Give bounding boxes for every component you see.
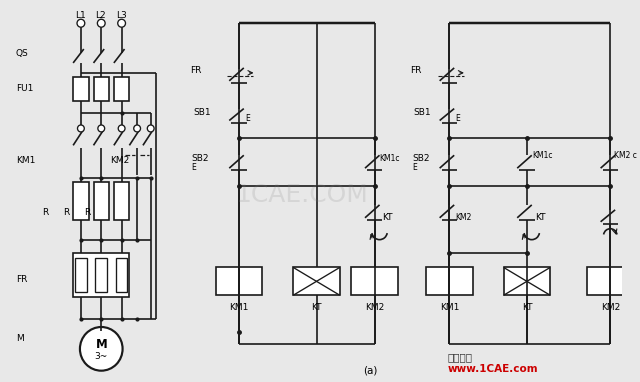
Bar xyxy=(114,182,129,220)
Text: KM1c: KM1c xyxy=(532,151,552,160)
Bar xyxy=(216,267,262,295)
Bar xyxy=(351,267,398,295)
Circle shape xyxy=(118,125,125,132)
Text: E: E xyxy=(455,114,460,123)
Text: KT: KT xyxy=(383,213,393,222)
Text: (a): (a) xyxy=(363,366,377,376)
Text: E: E xyxy=(244,114,250,123)
Text: KM1: KM1 xyxy=(16,156,35,165)
Circle shape xyxy=(118,19,125,27)
Circle shape xyxy=(134,125,141,132)
Text: SB2: SB2 xyxy=(191,154,209,163)
Circle shape xyxy=(147,125,154,132)
Text: L3: L3 xyxy=(116,11,127,20)
Text: 3~: 3~ xyxy=(95,352,108,361)
Bar xyxy=(95,257,107,292)
Text: SB1: SB1 xyxy=(193,108,211,117)
Text: KM1c: KM1c xyxy=(380,154,400,163)
Bar xyxy=(93,77,109,101)
Text: SB1: SB1 xyxy=(413,108,431,117)
Text: L1: L1 xyxy=(75,11,86,20)
Text: KM2: KM2 xyxy=(601,303,620,312)
Text: R: R xyxy=(42,208,48,217)
Text: KM2: KM2 xyxy=(455,213,472,222)
Circle shape xyxy=(97,19,105,27)
Text: QS: QS xyxy=(16,49,29,58)
Text: M: M xyxy=(16,334,24,343)
Bar xyxy=(75,257,86,292)
Text: www.1CAE.com: www.1CAE.com xyxy=(447,364,538,374)
Text: KM2 c: KM2 c xyxy=(614,151,637,160)
Text: 1CAE.COM: 1CAE.COM xyxy=(236,183,369,207)
Circle shape xyxy=(77,125,84,132)
Bar xyxy=(73,77,89,101)
Text: KM2: KM2 xyxy=(110,156,129,165)
Text: FR: FR xyxy=(191,66,202,75)
Bar xyxy=(426,267,472,295)
Text: KT: KT xyxy=(311,303,322,312)
Bar xyxy=(93,182,109,220)
Circle shape xyxy=(77,19,84,27)
Bar xyxy=(293,267,340,295)
Text: FU1: FU1 xyxy=(16,84,33,93)
Circle shape xyxy=(98,125,105,132)
Text: L2: L2 xyxy=(95,11,106,20)
Text: FR: FR xyxy=(16,275,28,284)
Text: R: R xyxy=(63,208,70,217)
Bar xyxy=(504,267,550,295)
Bar xyxy=(73,253,129,297)
Text: KM1: KM1 xyxy=(440,303,459,312)
Text: FR: FR xyxy=(411,66,422,75)
Text: E: E xyxy=(413,163,417,172)
Text: M: M xyxy=(95,338,107,351)
Bar xyxy=(116,257,127,292)
Text: KT: KT xyxy=(522,303,532,312)
Circle shape xyxy=(80,327,123,371)
Text: KT: KT xyxy=(534,213,545,222)
Text: E: E xyxy=(191,163,196,172)
Bar xyxy=(587,267,634,295)
Text: R: R xyxy=(84,208,91,217)
Bar xyxy=(73,182,89,220)
Text: 仿真在线: 仿真在线 xyxy=(447,352,472,362)
Text: KM1: KM1 xyxy=(229,303,248,312)
Text: SB2: SB2 xyxy=(413,154,430,163)
Text: KM2: KM2 xyxy=(365,303,384,312)
Bar xyxy=(114,77,129,101)
